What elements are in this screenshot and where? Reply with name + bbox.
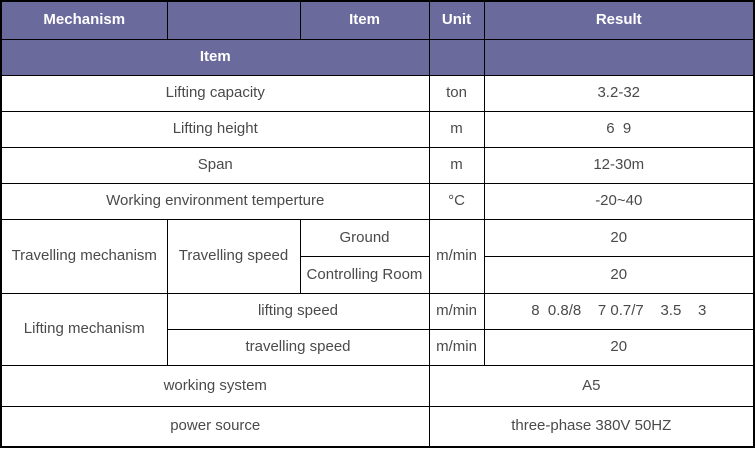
lifting-capacity-label: Lifting capacity bbox=[0, 74, 430, 112]
lifting-speed-label: lifting speed bbox=[166, 292, 430, 330]
row-power-source: power source three-phase 380V 50HZ bbox=[0, 405, 755, 448]
power-source-result: three-phase 380V 50HZ bbox=[428, 405, 755, 448]
working-system-label: working system bbox=[0, 364, 430, 407]
header-row-2: Item bbox=[0, 38, 755, 76]
working-env-temp-label: Working environment temperture bbox=[0, 182, 430, 220]
row-travelling-controlling-room: Controlling Room 20 bbox=[1, 255, 755, 294]
header-unit-blank bbox=[428, 38, 485, 76]
header-blank-cell bbox=[166, 0, 301, 40]
row-working-env-temp: Working environment temperture °C -20~40 bbox=[0, 182, 755, 220]
header-item-span: Item bbox=[0, 38, 430, 76]
span-unit: m bbox=[428, 146, 485, 184]
power-source-label: power source bbox=[0, 405, 430, 448]
lifting-travelling-speed-unit: m/min bbox=[428, 328, 485, 366]
lifting-capacity-result: 3.2-32 bbox=[483, 74, 755, 112]
travelling-mechanism-label: Travelling mechanism bbox=[0, 218, 168, 294]
lifting-capacity-unit: ton bbox=[428, 74, 485, 112]
header-result: Result bbox=[483, 0, 755, 40]
lifting-height-result: 6 9 bbox=[483, 110, 755, 148]
crane-spec-table: Mechanism Item Unit Result Item Lifting … bbox=[0, 0, 755, 448]
ground-label: Ground bbox=[299, 218, 430, 257]
lifting-mechanism-label: Lifting mechanism bbox=[0, 292, 168, 366]
header-mechanism: Mechanism bbox=[0, 0, 168, 40]
controlling-room-label: Controlling Room bbox=[299, 255, 430, 294]
working-system-result: A5 bbox=[428, 364, 755, 407]
controlling-room-result: 20 bbox=[483, 255, 755, 294]
travelling-mechanism-unit: m/min bbox=[428, 218, 485, 294]
span-result: 12-30m bbox=[483, 146, 755, 184]
row-lifting-travelling-speed: travelling speed m/min 20 bbox=[1, 328, 755, 366]
row-lifting-capacity: Lifting capacity ton 3.2-32 bbox=[0, 74, 755, 112]
ground-result: 20 bbox=[483, 218, 755, 257]
span-label: Span bbox=[0, 146, 430, 184]
header-result-blank bbox=[483, 38, 755, 76]
working-env-temp-unit: °C bbox=[428, 182, 485, 220]
lifting-travelling-speed-result: 20 bbox=[483, 328, 755, 366]
header-row-1: Mechanism Item Unit Result bbox=[0, 0, 755, 40]
header-item: Item bbox=[299, 0, 430, 40]
lifting-height-unit: m bbox=[428, 110, 485, 148]
row-travelling-ground: Travelling mechanism Travelling speed Gr… bbox=[0, 218, 755, 294]
lifting-speed-unit: m/min bbox=[428, 292, 485, 330]
travelling-speed-label: Travelling speed bbox=[166, 218, 301, 294]
header-unit: Unit bbox=[428, 0, 485, 40]
row-working-system: working system A5 bbox=[0, 364, 755, 407]
lifting-travelling-speed-label: travelling speed bbox=[166, 328, 430, 366]
lifting-height-label: Lifting height bbox=[0, 110, 430, 148]
row-lifting-speed: Lifting mechanism lifting speed m/min 8 … bbox=[0, 292, 755, 366]
working-env-temp-result: -20~40 bbox=[483, 182, 755, 220]
row-lifting-height: Lifting height m 6 9 bbox=[0, 110, 755, 148]
lifting-speed-result: 8 0.8/8 7 0.7/7 3.5 3 bbox=[483, 292, 755, 330]
row-span: Span m 12-30m bbox=[0, 146, 755, 184]
